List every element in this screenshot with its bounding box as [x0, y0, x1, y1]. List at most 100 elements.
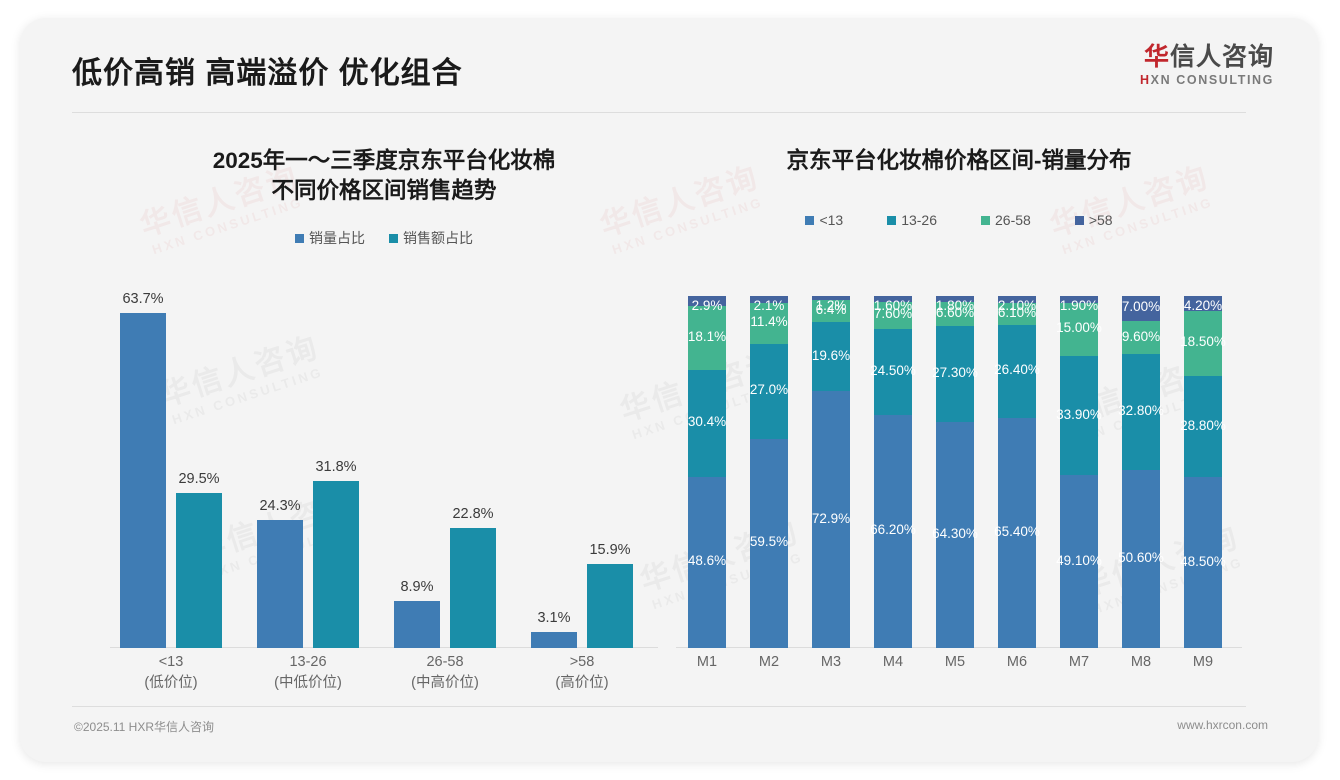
bar-value-label: 15.9%	[589, 542, 631, 559]
stacked-segment: 64.30%	[932, 421, 978, 648]
legend-item[interactable]: <13	[805, 212, 843, 228]
table-row[interactable]: 48.6% 30.4% 18.1% 2.9%	[688, 296, 726, 648]
table-row[interactable]: 48.50% 28.80% 18.50% 4.20%	[1180, 296, 1226, 648]
table-row[interactable]: 50.60% 32.80% 9.60% 7.00%	[1118, 296, 1164, 648]
x-axis-tick-label: M9	[1192, 654, 1214, 670]
segment-value-label: 65.40%	[994, 523, 1040, 539]
x-axis-tick-label: M2	[758, 654, 780, 670]
x-axis-tick-primary: <13	[158, 654, 184, 670]
legend-item[interactable]: 销售额占比	[389, 228, 473, 248]
legend-swatch-icon	[805, 215, 815, 225]
bar-value-label: 3.1%	[537, 609, 571, 626]
segment-value-label: 49.10%	[1056, 552, 1102, 568]
table-row[interactable]: 64.30% 27.30% 6.60% 1.80%	[932, 296, 978, 648]
bar-value-label: 24.3%	[259, 498, 301, 515]
logo-cn-first-char: 华	[1143, 43, 1170, 71]
stacked-segment: 66.20%	[870, 414, 916, 648]
segment-value-label: 2.1%	[753, 298, 785, 314]
stacked-segment: 26.40%	[994, 324, 1040, 418]
segment-value-label: 28.80%	[1180, 417, 1226, 433]
segment-value-label: 26.40%	[994, 362, 1040, 378]
segment-value-label: 72.9%	[811, 510, 851, 526]
stacked-segment: 27.0%	[750, 343, 788, 439]
stacked-segment: 2.1%	[750, 296, 788, 313]
segment-value-label: 66.20%	[870, 522, 916, 538]
stacked-segment: 48.50%	[1180, 477, 1226, 648]
logo-en-rest: XN CONSULTING	[1150, 73, 1274, 87]
table-row[interactable]: 59.5% 27.0% 11.4% 2.1%	[750, 296, 788, 648]
stacked-segment: 6.10%	[998, 303, 1036, 325]
x-axis-tick-label: >58 (高价位)	[502, 652, 662, 694]
right-chart-plot-area: 48.6% 30.4% 18.1% 2.9% M1 59.5% 27.0% 11.4% 2.1%…	[676, 295, 1242, 670]
bar-rect	[587, 564, 633, 648]
segment-value-label: 18.50%	[1180, 334, 1226, 350]
stacked-segment: 4.20%	[1184, 296, 1222, 313]
stacked-segment: 49.10%	[1056, 475, 1102, 648]
bar-rect	[120, 313, 166, 648]
slide-header: 低价高销 高端溢价 优化组合 华信人咨询 HXN CONSULTING	[72, 42, 1274, 108]
segment-value-label: 2.10%	[997, 298, 1037, 314]
legend-label: 销售额占比	[403, 230, 473, 246]
stacked-segment: 59.5%	[749, 438, 789, 648]
left-chart-plot-area: 63.7% 29.5% <13 (低价位) 24.3% 31.8% 13-26 (中低价位) 8…	[110, 280, 658, 691]
bar-value-label: 31.8%	[315, 458, 357, 475]
x-axis-tick-label: M3	[820, 654, 842, 670]
bar-rect	[313, 480, 359, 648]
table-row[interactable]: 65.40% 26.40% 6.10% 2.10%	[994, 296, 1040, 648]
stacked-segment: 27.30%	[932, 325, 978, 422]
legend-item[interactable]: 26-58	[981, 212, 1031, 228]
left-chart-title-line1: 2025年一～三季度京东平台化妆棉	[212, 148, 556, 173]
left-chart-title-line2: 不同价格区间销售趋势	[271, 178, 497, 203]
table-row[interactable]: 66.20% 24.50% 7.60% 1.60%	[870, 296, 916, 648]
bar-rect	[531, 631, 577, 648]
bar-value-label: 8.9%	[400, 579, 434, 596]
segment-value-label: 32.80%	[1118, 403, 1164, 419]
segment-value-label: 6.60%	[935, 304, 975, 320]
segment-value-label: 11.4%	[750, 314, 788, 330]
segment-value-label: 33.90%	[1056, 406, 1102, 422]
segment-value-label: 9.60%	[1121, 328, 1161, 344]
x-axis-tick-secondary: (高价位)	[555, 675, 609, 691]
stacked-segment: 33.90%	[1056, 355, 1102, 476]
stacked-segment: 2.10%	[998, 296, 1036, 313]
bar-value-label: 22.8%	[452, 506, 494, 523]
legend-item[interactable]: 13-26	[887, 212, 937, 228]
table-row[interactable]: 72.9% 19.6% 6.4% 1.2%	[811, 295, 851, 648]
footer-website: www.hxrcon.com	[1177, 718, 1268, 732]
stacked-segment: 1.60%	[874, 296, 912, 313]
bar-value-label: 29.5%	[178, 470, 220, 487]
x-axis-tick-label: M5	[944, 654, 966, 670]
segment-value-label: 7.60%	[873, 306, 913, 322]
stacked-segment: 18.1%	[688, 306, 726, 370]
segment-value-label: 27.30%	[932, 364, 978, 380]
segment-value-label: 59.5%	[749, 534, 789, 550]
legend-item[interactable]: >58	[1074, 212, 1113, 228]
segment-value-label: 18.1%	[687, 329, 727, 345]
stacked-segment: 50.60%	[1118, 469, 1164, 648]
legend-label: <13	[819, 212, 844, 228]
segment-value-label: 15.00%	[1056, 320, 1102, 336]
legend-item[interactable]: 销量占比	[295, 228, 365, 248]
stacked-segment: 65.40%	[994, 417, 1040, 648]
footer-divider	[72, 706, 1246, 707]
legend-swatch-icon	[1074, 215, 1084, 225]
stacked-segment: 1.90%	[1060, 296, 1098, 313]
stacked-segment: 18.50%	[1180, 310, 1226, 376]
stacked-segment: 7.60%	[874, 302, 912, 329]
x-axis-tick-label: 26-58 (中高价位)	[365, 652, 525, 694]
stacked-segment: 2.9%	[688, 296, 726, 313]
table-row[interactable]: 49.10% 33.90% 15.00% 1.90%	[1056, 296, 1102, 648]
logo-chinese-text: 华信人咨询	[1140, 42, 1274, 72]
x-axis-tick-primary: 26-58	[426, 654, 464, 670]
logo-cn-rest: 信人咨询	[1169, 43, 1274, 71]
right-chart-panel: 京东平台化妆棉价格区间-销量分布 <13 13-26 26-58 >58	[676, 146, 1242, 228]
left-chart-x-axis	[110, 647, 658, 648]
left-chart-legend: 销量占比 销售额占比	[110, 228, 658, 248]
stacked-segment: 6.60%	[935, 302, 975, 326]
segment-value-label: 1.60%	[873, 298, 913, 314]
segment-value-label: 24.50%	[870, 362, 916, 378]
x-axis-tick-label: M7	[1068, 654, 1090, 670]
page-title: 低价高销 高端溢价 优化组合	[72, 57, 463, 90]
segment-value-label: 1.2%	[815, 297, 847, 313]
